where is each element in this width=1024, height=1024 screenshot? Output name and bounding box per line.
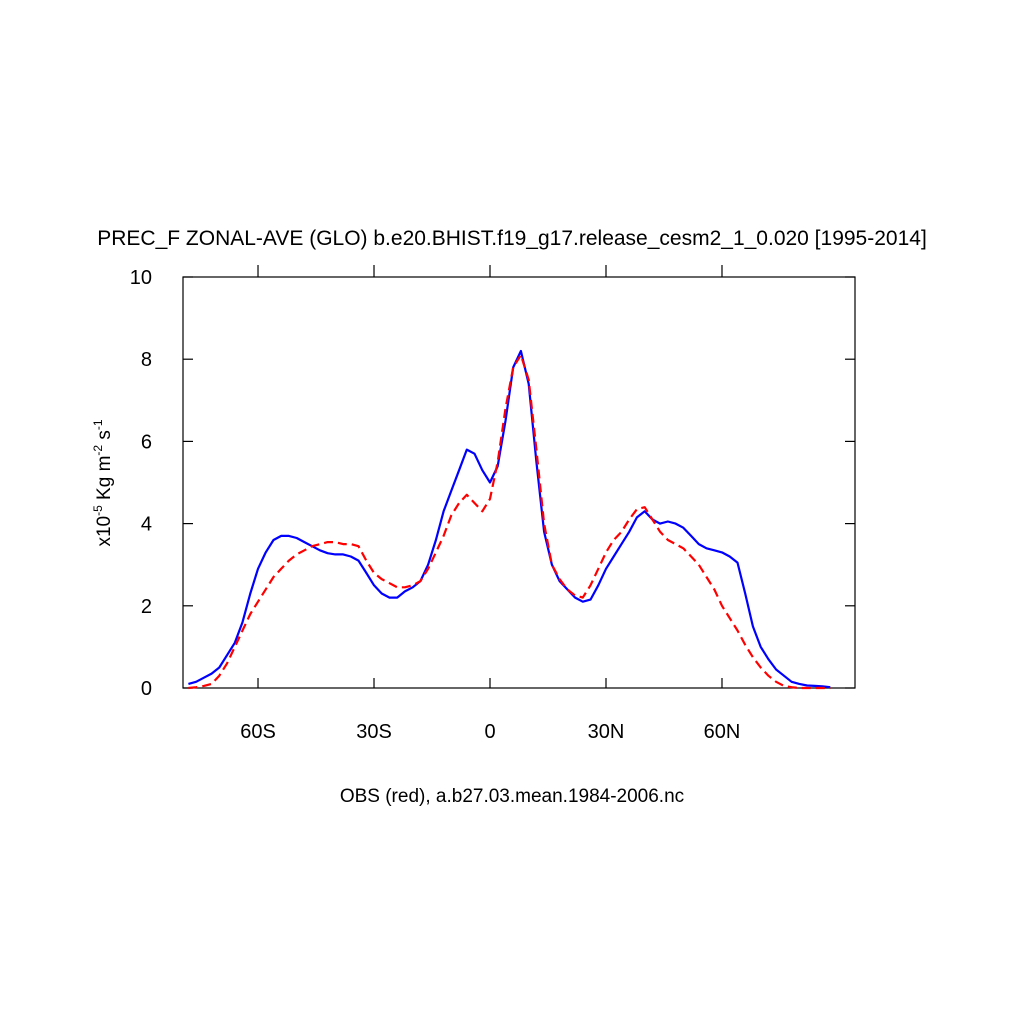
chart-title: PREC_F ZONAL-AVE (GLO) b.e20.BHIST.f19_g… — [97, 227, 927, 250]
x-tick-label: 0 — [484, 721, 495, 743]
x-tick-label: 60N — [704, 721, 741, 743]
y-axis-label-sup: -2 — [91, 445, 105, 456]
y-tick-label: 2 — [141, 596, 152, 618]
y-axis-label-sup: -5 — [91, 505, 105, 516]
y-axis-label-part: s — [94, 430, 115, 445]
plot-frame — [182, 276, 856, 689]
x-axis-label: OBS (red), a.b27.03.mean.1984-2006.nc — [340, 786, 684, 807]
data-line — [188, 349, 831, 689]
x-tick-label: 60S — [240, 721, 276, 743]
data-line — [188, 354, 831, 690]
y-axis-label: x10-5 Kg m-2 s-1 — [91, 419, 115, 546]
x-tick-label: 30N — [588, 721, 625, 743]
y-tick-label: 8 — [141, 349, 152, 371]
y-axis-label-part: Kg m — [94, 456, 115, 506]
y-tick-label: 0 — [141, 678, 152, 700]
y-tick-label: 10 — [130, 267, 152, 289]
y-tick-label: 6 — [141, 431, 152, 453]
x-tick-label: 30S — [356, 721, 392, 743]
y-axis-label-sup: -1 — [91, 419, 105, 430]
y-axis-label-part: x10 — [94, 516, 115, 547]
y-tick-label: 4 — [141, 514, 152, 536]
